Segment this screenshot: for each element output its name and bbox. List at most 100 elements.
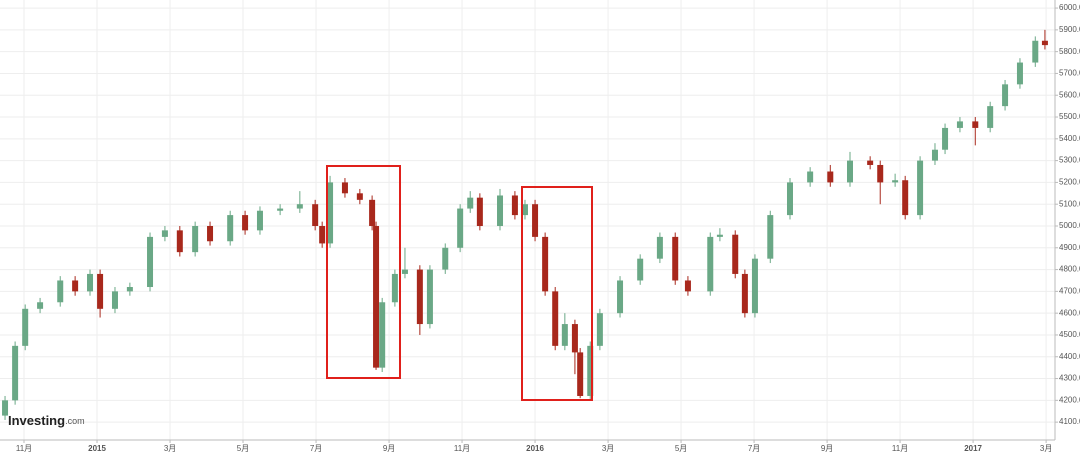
y-tick-label: 5300.0 xyxy=(1059,156,1080,165)
candle-body xyxy=(57,280,64,303)
y-tick-label: 4200.0 xyxy=(1059,395,1080,404)
candle-body xyxy=(617,280,624,314)
candle-body xyxy=(542,236,549,292)
y-tick-label: 5400.0 xyxy=(1059,134,1080,143)
x-tick-label: 9月 xyxy=(383,444,395,453)
candle-body xyxy=(786,182,793,216)
candle-body xyxy=(207,225,214,242)
logo-brand: Investing xyxy=(8,413,65,428)
candle-body xyxy=(672,236,679,281)
candle-body xyxy=(12,345,19,401)
y-tick-label: 4400.0 xyxy=(1059,352,1080,361)
candle-body xyxy=(192,225,199,253)
candle-body xyxy=(827,171,834,183)
candle-body xyxy=(917,160,924,216)
candle-body xyxy=(277,208,284,211)
candle-body xyxy=(532,204,539,237)
candle-body xyxy=(467,197,474,209)
x-tick-label: 11月 xyxy=(16,444,32,453)
candle-body xyxy=(867,160,874,165)
candle-body xyxy=(587,345,594,396)
y-tick-label: 4500.0 xyxy=(1059,330,1080,339)
x-tick-label: 9月 xyxy=(821,444,833,453)
candle-body xyxy=(637,258,644,281)
candle-body xyxy=(416,269,423,325)
candle-body xyxy=(931,149,938,161)
candle-body xyxy=(1041,40,1048,46)
y-tick-label: 5700.0 xyxy=(1059,69,1080,78)
candle-body xyxy=(497,195,504,226)
candle-body xyxy=(161,230,168,237)
candle-body xyxy=(319,225,326,244)
x-tick-label: 3月 xyxy=(602,444,614,453)
candle-body xyxy=(97,273,104,309)
candle-body xyxy=(561,324,568,346)
candle-body xyxy=(684,280,691,292)
candle-body xyxy=(1002,84,1009,107)
y-tick-label: 4800.0 xyxy=(1059,265,1080,274)
candle-body xyxy=(442,247,449,270)
candle-body xyxy=(401,269,408,274)
logo: Investing.com xyxy=(8,413,85,428)
x-tick-label: 3月 xyxy=(1040,444,1052,453)
x-tick-label: 3月 xyxy=(164,444,176,453)
x-tick-label: 11月 xyxy=(892,444,908,453)
candle-body xyxy=(72,280,79,292)
candle-body xyxy=(111,291,118,309)
candle-body xyxy=(87,273,94,292)
candle-body xyxy=(707,236,714,292)
candle-body xyxy=(741,273,748,314)
highlight-box xyxy=(521,186,593,401)
y-tick-label: 5000.0 xyxy=(1059,221,1080,230)
candle-body xyxy=(476,197,483,226)
y-tick-label: 4300.0 xyxy=(1059,374,1080,383)
candle-body xyxy=(296,204,303,209)
candle-body xyxy=(956,121,963,128)
candle-body xyxy=(227,215,234,242)
candle-body xyxy=(732,234,739,274)
candle-body xyxy=(312,204,319,226)
x-tick-label: 11月 xyxy=(454,444,470,453)
candle-body xyxy=(716,234,723,237)
y-tick-label: 5800.0 xyxy=(1059,47,1080,56)
candle-body xyxy=(521,204,528,216)
candle-body xyxy=(552,291,559,346)
y-tick-label: 5200.0 xyxy=(1059,178,1080,187)
y-tick-label: 5100.0 xyxy=(1059,199,1080,208)
candle-body xyxy=(847,160,854,183)
y-tick-label: 4100.0 xyxy=(1059,417,1080,426)
y-tick-label: 6000.0 xyxy=(1059,3,1080,12)
y-tick-label: 5900.0 xyxy=(1059,25,1080,34)
candle-body xyxy=(457,208,464,248)
candle-body xyxy=(571,324,578,353)
candle-body xyxy=(2,400,9,416)
x-tick-label: 5月 xyxy=(675,444,687,453)
candle-body xyxy=(807,171,814,183)
candle-body xyxy=(37,302,44,309)
candle-body xyxy=(327,182,334,244)
x-tick-label: 7月 xyxy=(310,444,322,453)
candle-body xyxy=(877,164,884,183)
candle-body xyxy=(356,193,363,200)
candle-body xyxy=(511,195,518,216)
candle-body xyxy=(341,182,348,194)
y-tick-label: 5600.0 xyxy=(1059,90,1080,99)
candle-body xyxy=(242,215,249,231)
y-tick-label: 5500.0 xyxy=(1059,112,1080,121)
candle-body xyxy=(256,210,263,231)
candle-body xyxy=(379,302,386,368)
x-tick-label: 2015 xyxy=(88,444,106,453)
highlight-box xyxy=(326,165,401,379)
candle-body xyxy=(373,225,380,368)
y-tick-label: 4700.0 xyxy=(1059,286,1080,295)
x-tick-label: 2016 xyxy=(526,444,544,453)
candle-body xyxy=(1032,40,1039,63)
candle-body xyxy=(942,127,949,150)
candle-body xyxy=(126,287,133,292)
candle-body xyxy=(987,106,994,128)
candles xyxy=(2,29,1048,420)
candle-body xyxy=(147,236,154,288)
candle-body xyxy=(1016,62,1023,85)
grid xyxy=(0,0,1055,440)
candle-body xyxy=(767,215,774,259)
